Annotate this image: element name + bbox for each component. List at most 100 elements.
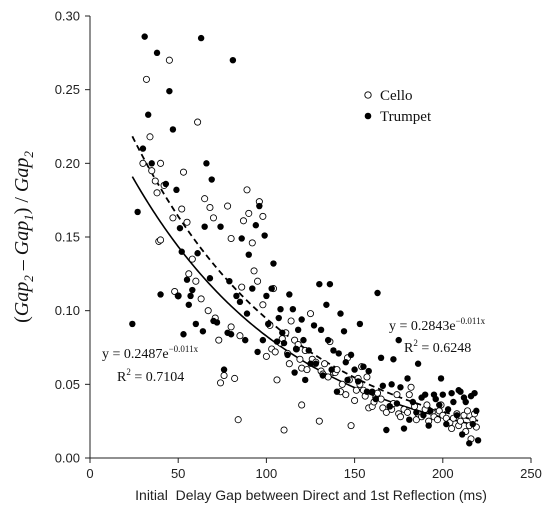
trumpet-point: [139, 145, 147, 152]
cello-point: [315, 417, 323, 425]
trumpet-point: [326, 280, 334, 288]
cello-r2-value: = 0.7104: [131, 370, 184, 385]
trumpet-point: [273, 338, 281, 345]
cello-point: [250, 267, 258, 275]
trumpet-points: [129, 33, 482, 447]
cello-point: [407, 383, 415, 391]
x-axis-title: Initial Delay Gap between Direct and 1st…: [135, 487, 487, 503]
trumpet-point: [319, 372, 327, 379]
trumpet-point: [305, 347, 312, 354]
cello-point: [227, 323, 235, 331]
trumpet-point: [242, 336, 249, 344]
trumpet-point: [469, 420, 476, 428]
y-tick-label: 0.00: [55, 451, 80, 466]
trumpet-point: [312, 360, 319, 367]
cello-point: [201, 195, 209, 203]
trumpet-point: [169, 126, 177, 133]
trumpet-point: [369, 388, 376, 395]
trumpet-point: [279, 329, 286, 336]
trumpet-point: [141, 33, 148, 40]
trumpet-point: [356, 320, 364, 328]
trumpet-point: [176, 224, 184, 232]
cello-point: [243, 186, 251, 194]
trumpet-point: [374, 289, 381, 297]
trumpet-point: [383, 426, 390, 434]
trumpet-point: [268, 285, 275, 292]
trumpet-point: [213, 319, 221, 326]
cello-point: [234, 416, 242, 424]
trumpet-point: [379, 382, 387, 390]
trumpet-point: [363, 388, 371, 395]
ylabel-close: ) /: [11, 192, 33, 214]
cello-point: [248, 239, 256, 247]
trumpet-point: [175, 292, 182, 300]
trumpet-point: [134, 208, 141, 216]
cello-point: [178, 205, 186, 213]
ylabel-gap1: Gap: [11, 221, 33, 255]
trumpet-r2-sup: 2: [413, 338, 418, 348]
cello-point: [204, 307, 212, 315]
cello-point: [338, 380, 346, 388]
cello-point: [236, 332, 244, 340]
cello-point: [352, 386, 360, 394]
x-tick-label: 100: [256, 466, 278, 481]
trumpet-point: [414, 360, 422, 367]
trumpet-point: [245, 251, 252, 258]
trumpet-point: [420, 412, 427, 419]
trumpet-r2-value: = 0.6248: [418, 341, 471, 356]
trumpet-point: [437, 375, 445, 382]
trumpet-point: [347, 351, 355, 359]
cello-point: [363, 373, 371, 381]
trumpet-point: [254, 348, 261, 356]
cello-point: [351, 397, 359, 405]
cello-point: [217, 379, 225, 387]
trumpet-point: [166, 87, 173, 95]
trumpet-point: [289, 305, 297, 313]
cello-point: [287, 317, 295, 325]
cello-point: [306, 310, 315, 318]
x-tick-label: 0: [86, 466, 93, 481]
trumpet-point: [400, 425, 408, 432]
trumpet-point: [365, 367, 372, 375]
cello-point: [403, 408, 412, 416]
cello-point: [262, 352, 270, 360]
cello-point: [185, 270, 193, 278]
cello-point: [194, 118, 202, 126]
cello-point: [396, 413, 404, 421]
trumpet-point: [203, 160, 210, 167]
trumpet-point: [466, 440, 473, 447]
trumpet-point: [261, 232, 268, 239]
trumpet-point: [256, 202, 263, 210]
trumpet-point: [206, 275, 214, 282]
trumpet-point: [229, 57, 237, 64]
trumpet-point: [462, 398, 469, 406]
trumpet-point: [280, 339, 288, 347]
cello-point: [285, 360, 293, 368]
trumpet-point: [390, 356, 397, 363]
trumpet-point: [473, 407, 480, 415]
cello-point: [433, 416, 442, 424]
trumpet-point: [393, 400, 401, 407]
trumpet-point: [249, 285, 256, 292]
cello-point: [209, 214, 218, 222]
cello-point: [139, 159, 147, 167]
trumpet-point: [291, 369, 298, 376]
trumpet-point: [386, 403, 394, 410]
trumpet-point: [302, 376, 309, 384]
cello-point: [165, 56, 173, 64]
trumpet-point: [372, 395, 379, 403]
trumpet-point: [307, 360, 314, 367]
x-tick-label: 150: [344, 466, 366, 481]
legend-trumpet-marker: [364, 112, 372, 120]
cello-point: [259, 301, 267, 309]
cello-r2-sup: 2: [126, 367, 131, 377]
trumpet-point: [286, 291, 293, 298]
trumpet-point: [333, 388, 341, 395]
cello-eq-exp: −0.011x: [169, 344, 199, 354]
trumpet-point: [328, 366, 335, 373]
trumpet-point: [360, 363, 367, 370]
trumpet-point: [421, 391, 429, 398]
y-tick-label: 0.05: [55, 377, 80, 392]
ylabel-sub2: 2: [21, 275, 36, 282]
trumpet-point: [192, 320, 200, 328]
